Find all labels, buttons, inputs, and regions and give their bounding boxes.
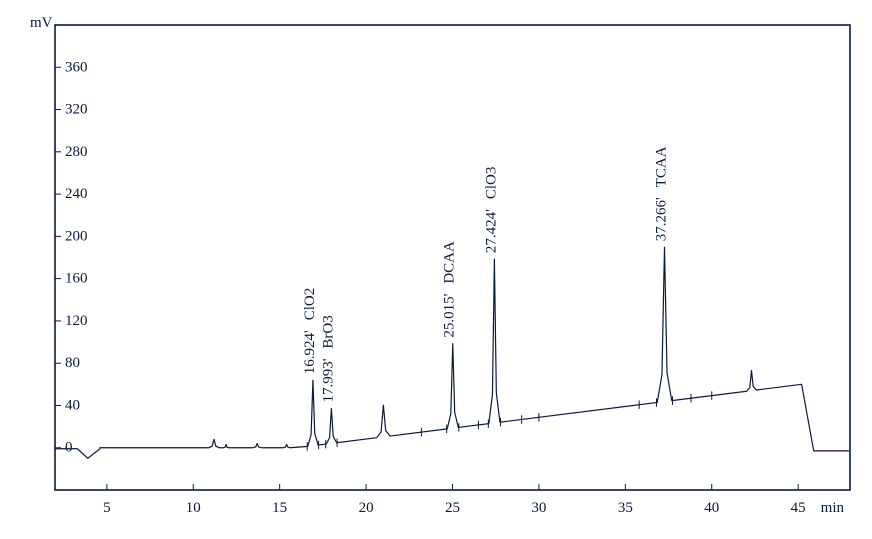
chromatogram-svg: 0 40 80 120 160 200 240 280 320 360 mV 5 10 15 20 25 30 3…	[0, 0, 872, 539]
x-tick-label: 10	[186, 500, 201, 516]
y-tick-label: 40	[65, 397, 80, 413]
y-tick-label: 200	[65, 228, 88, 244]
y-tick-label: 120	[65, 313, 88, 329]
y-tick-label: 80	[65, 355, 80, 371]
x-tick-label: 25	[445, 500, 460, 516]
y-tick-label: 240	[65, 186, 88, 202]
x-tick-label: 15	[272, 500, 287, 516]
y-tick-label: 160	[65, 271, 88, 287]
x-tick-label: 20	[359, 500, 374, 516]
y-tick-label: 320	[65, 102, 88, 118]
peak-label-clo2: 16.924'ClO2	[302, 288, 318, 374]
peak-label-clo3: 27.424'ClO3	[483, 167, 499, 253]
y-axis-unit: mV	[30, 15, 53, 31]
x-tick-label: 40	[704, 500, 719, 516]
chromatogram-chart: 0 40 80 120 160 200 240 280 320 360 mV 5 10 15 20 25 30 3…	[0, 0, 872, 539]
x-tick-label: 30	[531, 500, 546, 516]
x-tick-label: 5	[103, 500, 111, 516]
y-tick-label: 360	[65, 59, 88, 75]
y-tick-label: 280	[65, 144, 88, 160]
x-axis-unit: min	[821, 500, 845, 516]
x-tick-label: 35	[618, 500, 633, 516]
peak-label-bro3: 17.993'BrO3	[320, 315, 336, 402]
x-tick-label: 45	[791, 500, 806, 516]
y-tick-label: 0	[65, 440, 73, 456]
